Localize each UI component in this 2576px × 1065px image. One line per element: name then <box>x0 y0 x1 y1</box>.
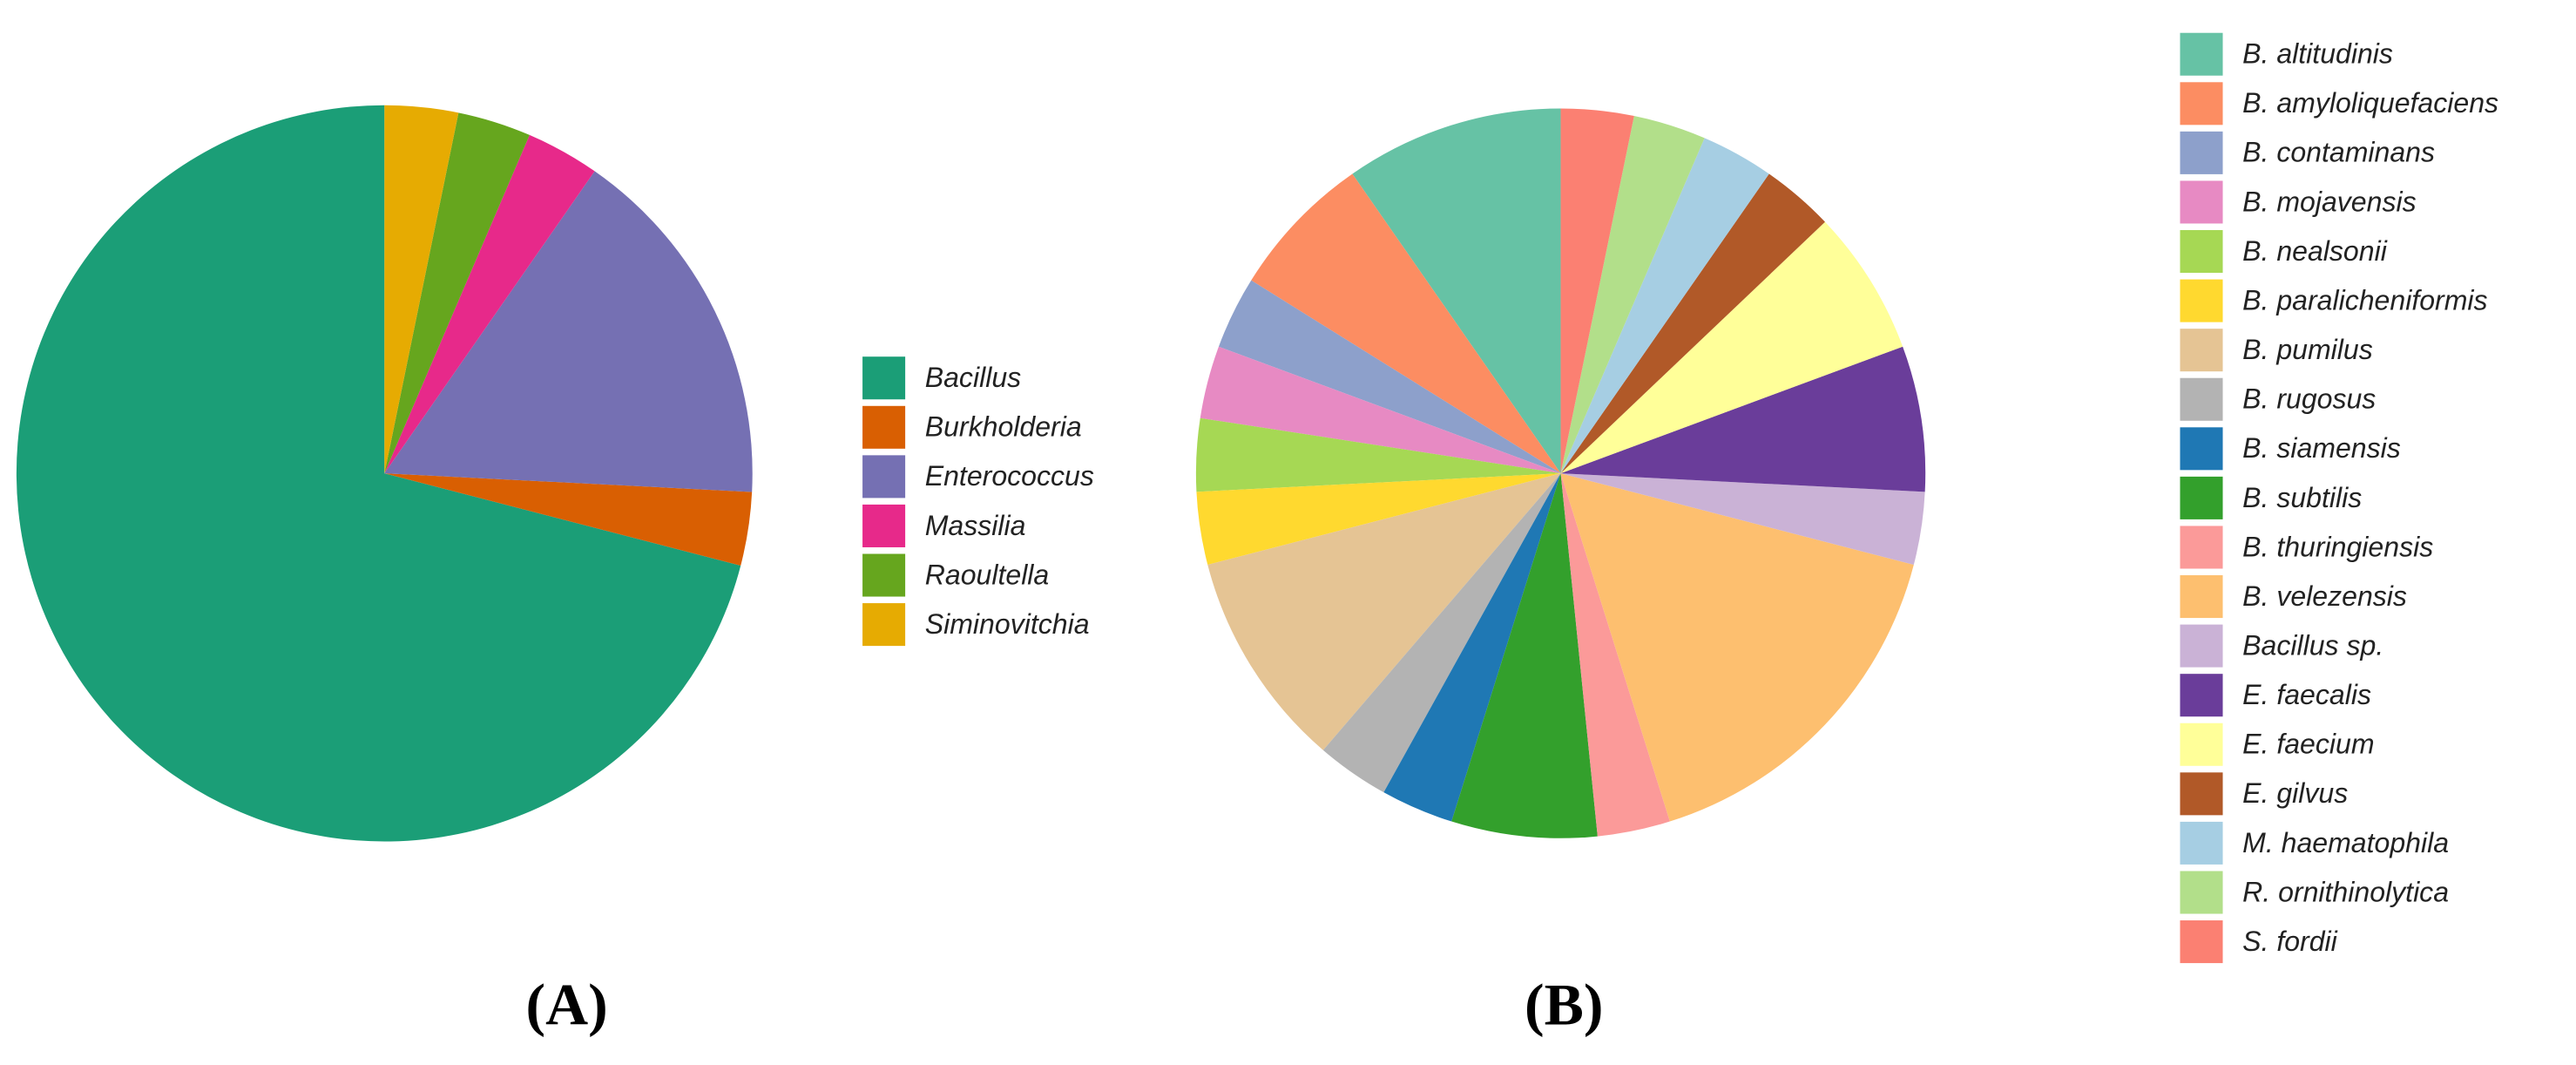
legend-swatch <box>2180 131 2223 174</box>
legend-label: Enterococcus <box>925 460 1094 492</box>
legend-label: Bacillus sp. <box>2242 629 2383 661</box>
pie-slice <box>1560 138 1769 474</box>
legend-label: B. mojavensis <box>2242 186 2416 217</box>
pie-slice <box>1195 417 1561 492</box>
legend-swatch <box>2180 871 2223 914</box>
legend-label: B. contaminans <box>2242 137 2435 168</box>
legend-swatch <box>2180 674 2223 717</box>
pie-slice <box>1200 346 1561 474</box>
pie-slice <box>384 171 753 492</box>
legend-swatch <box>2180 575 2223 619</box>
pie-slice <box>1207 473 1561 750</box>
legend-label: E. gilvus <box>2242 777 2348 809</box>
legend-label: B. rugosus <box>2242 383 2376 415</box>
pie-slice <box>1560 116 1705 474</box>
pie-slice <box>1560 473 1670 837</box>
legend-swatch <box>862 504 906 547</box>
legend-swatch <box>2180 821 2223 865</box>
pie-slice <box>384 112 530 474</box>
legend-swatch <box>2180 329 2223 372</box>
pie-slice <box>384 134 595 474</box>
pie-slice <box>1383 473 1561 822</box>
legend-swatch <box>2180 279 2223 322</box>
pie-slice <box>1560 221 1903 474</box>
legend-swatch <box>862 356 906 400</box>
legend-label: E. faecium <box>2242 729 2374 760</box>
legend-label: Massilia <box>925 510 1026 541</box>
legend-swatch <box>2180 624 2223 668</box>
pie-slice <box>1451 473 1598 838</box>
legend-label: Bacillus <box>925 362 1021 393</box>
legend-label: S. fordii <box>2242 926 2338 957</box>
legend-label: Burkholderia <box>925 411 1082 443</box>
pie-slice <box>1560 173 1825 474</box>
legend-swatch <box>2180 920 2223 964</box>
legend-label: B. amyloliquefaciens <box>2242 87 2498 119</box>
legend-label: B. nealsonii <box>2242 235 2388 267</box>
legend-label: E. faecalis <box>2242 679 2371 710</box>
pie-slice <box>1560 346 1926 492</box>
legend-label: B. paralicheniformis <box>2242 284 2487 315</box>
legend-swatch <box>2180 230 2223 274</box>
legend-swatch <box>2180 82 2223 125</box>
legend-swatch <box>2180 32 2223 76</box>
legend-label: B. thuringiensis <box>2242 531 2433 562</box>
pie-slice <box>16 105 741 842</box>
legend-swatch <box>862 603 906 647</box>
pie-slice <box>1560 108 1634 474</box>
legend-swatch <box>2180 526 2223 569</box>
pie-slice <box>1218 280 1561 474</box>
pie-slice <box>1196 473 1561 566</box>
pie-slice <box>1251 173 1561 474</box>
legend-swatch <box>2180 772 2223 816</box>
legend-label: B. velezensis <box>2242 580 2407 612</box>
legend-swatch <box>2180 427 2223 471</box>
legend-label: B. altitudinis <box>2242 38 2393 70</box>
legend-label: B. siamensis <box>2242 432 2401 464</box>
legend-swatch <box>862 405 906 449</box>
legend-label: Raoultella <box>925 559 1050 590</box>
panel-label: (B) <box>1525 972 1603 1037</box>
panel-label: (A) <box>526 972 608 1037</box>
legend-swatch <box>2180 476 2223 519</box>
pie-slice <box>1352 108 1561 474</box>
legend-swatch <box>2180 722 2223 766</box>
legend-swatch <box>862 553 906 597</box>
pie-slice <box>1560 473 1914 822</box>
legend-label: Siminovitchia <box>925 608 1090 640</box>
legend-swatch <box>862 455 906 499</box>
legend-label: B. pumilus <box>2242 334 2373 365</box>
legend-label: R. ornithinolytica <box>2242 876 2449 907</box>
pie-slice <box>1560 473 1925 566</box>
pie-slice <box>384 105 459 474</box>
legend-swatch <box>2180 180 2223 224</box>
pie-slice <box>384 473 753 566</box>
legend-label: M. haematophila <box>2242 827 2449 858</box>
legend-swatch <box>2180 377 2223 421</box>
pie-slice <box>1322 473 1561 793</box>
legend-label: B. subtilis <box>2242 482 2362 513</box>
